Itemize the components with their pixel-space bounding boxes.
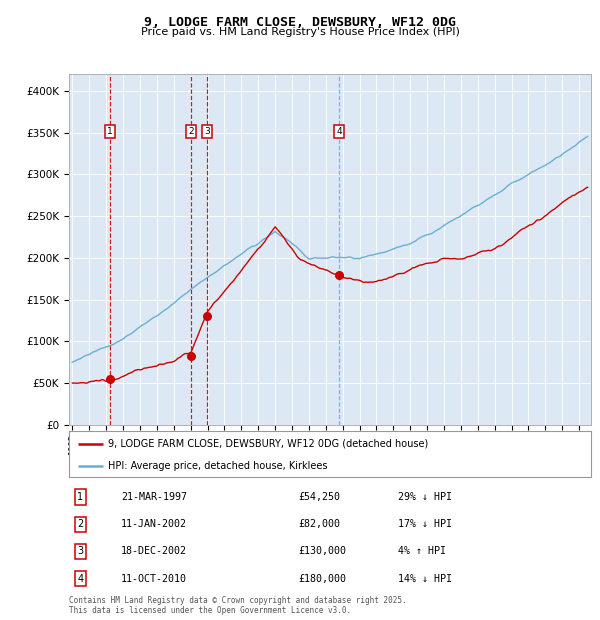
Text: 9, LODGE FARM CLOSE, DEWSBURY, WF12 0DG (detached house): 9, LODGE FARM CLOSE, DEWSBURY, WF12 0DG … (108, 439, 428, 449)
Text: Contains HM Land Registry data © Crown copyright and database right 2025.
This d: Contains HM Land Registry data © Crown c… (69, 596, 407, 615)
Text: 11-OCT-2010: 11-OCT-2010 (121, 574, 187, 583)
Text: 3: 3 (77, 546, 83, 556)
Text: 18-DEC-2002: 18-DEC-2002 (121, 546, 187, 556)
Text: 4% ↑ HPI: 4% ↑ HPI (398, 546, 446, 556)
Text: £130,000: £130,000 (299, 546, 347, 556)
Text: Price paid vs. HM Land Registry's House Price Index (HPI): Price paid vs. HM Land Registry's House … (140, 27, 460, 37)
Text: 29% ↓ HPI: 29% ↓ HPI (398, 492, 452, 502)
Text: 3: 3 (204, 126, 210, 136)
Text: 4: 4 (77, 574, 83, 583)
Text: 2: 2 (188, 126, 194, 136)
Text: 14% ↓ HPI: 14% ↓ HPI (398, 574, 452, 583)
Text: £180,000: £180,000 (299, 574, 347, 583)
Text: 11-JAN-2002: 11-JAN-2002 (121, 520, 187, 529)
Text: 1: 1 (77, 492, 83, 502)
Text: 21-MAR-1997: 21-MAR-1997 (121, 492, 187, 502)
Text: £82,000: £82,000 (299, 520, 341, 529)
Text: HPI: Average price, detached house, Kirklees: HPI: Average price, detached house, Kirk… (108, 461, 328, 471)
Text: 1: 1 (107, 126, 113, 136)
Text: £54,250: £54,250 (299, 492, 341, 502)
Text: 4: 4 (336, 126, 342, 136)
Text: 9, LODGE FARM CLOSE, DEWSBURY, WF12 0DG: 9, LODGE FARM CLOSE, DEWSBURY, WF12 0DG (144, 16, 456, 29)
Text: 17% ↓ HPI: 17% ↓ HPI (398, 520, 452, 529)
Text: 2: 2 (77, 520, 83, 529)
